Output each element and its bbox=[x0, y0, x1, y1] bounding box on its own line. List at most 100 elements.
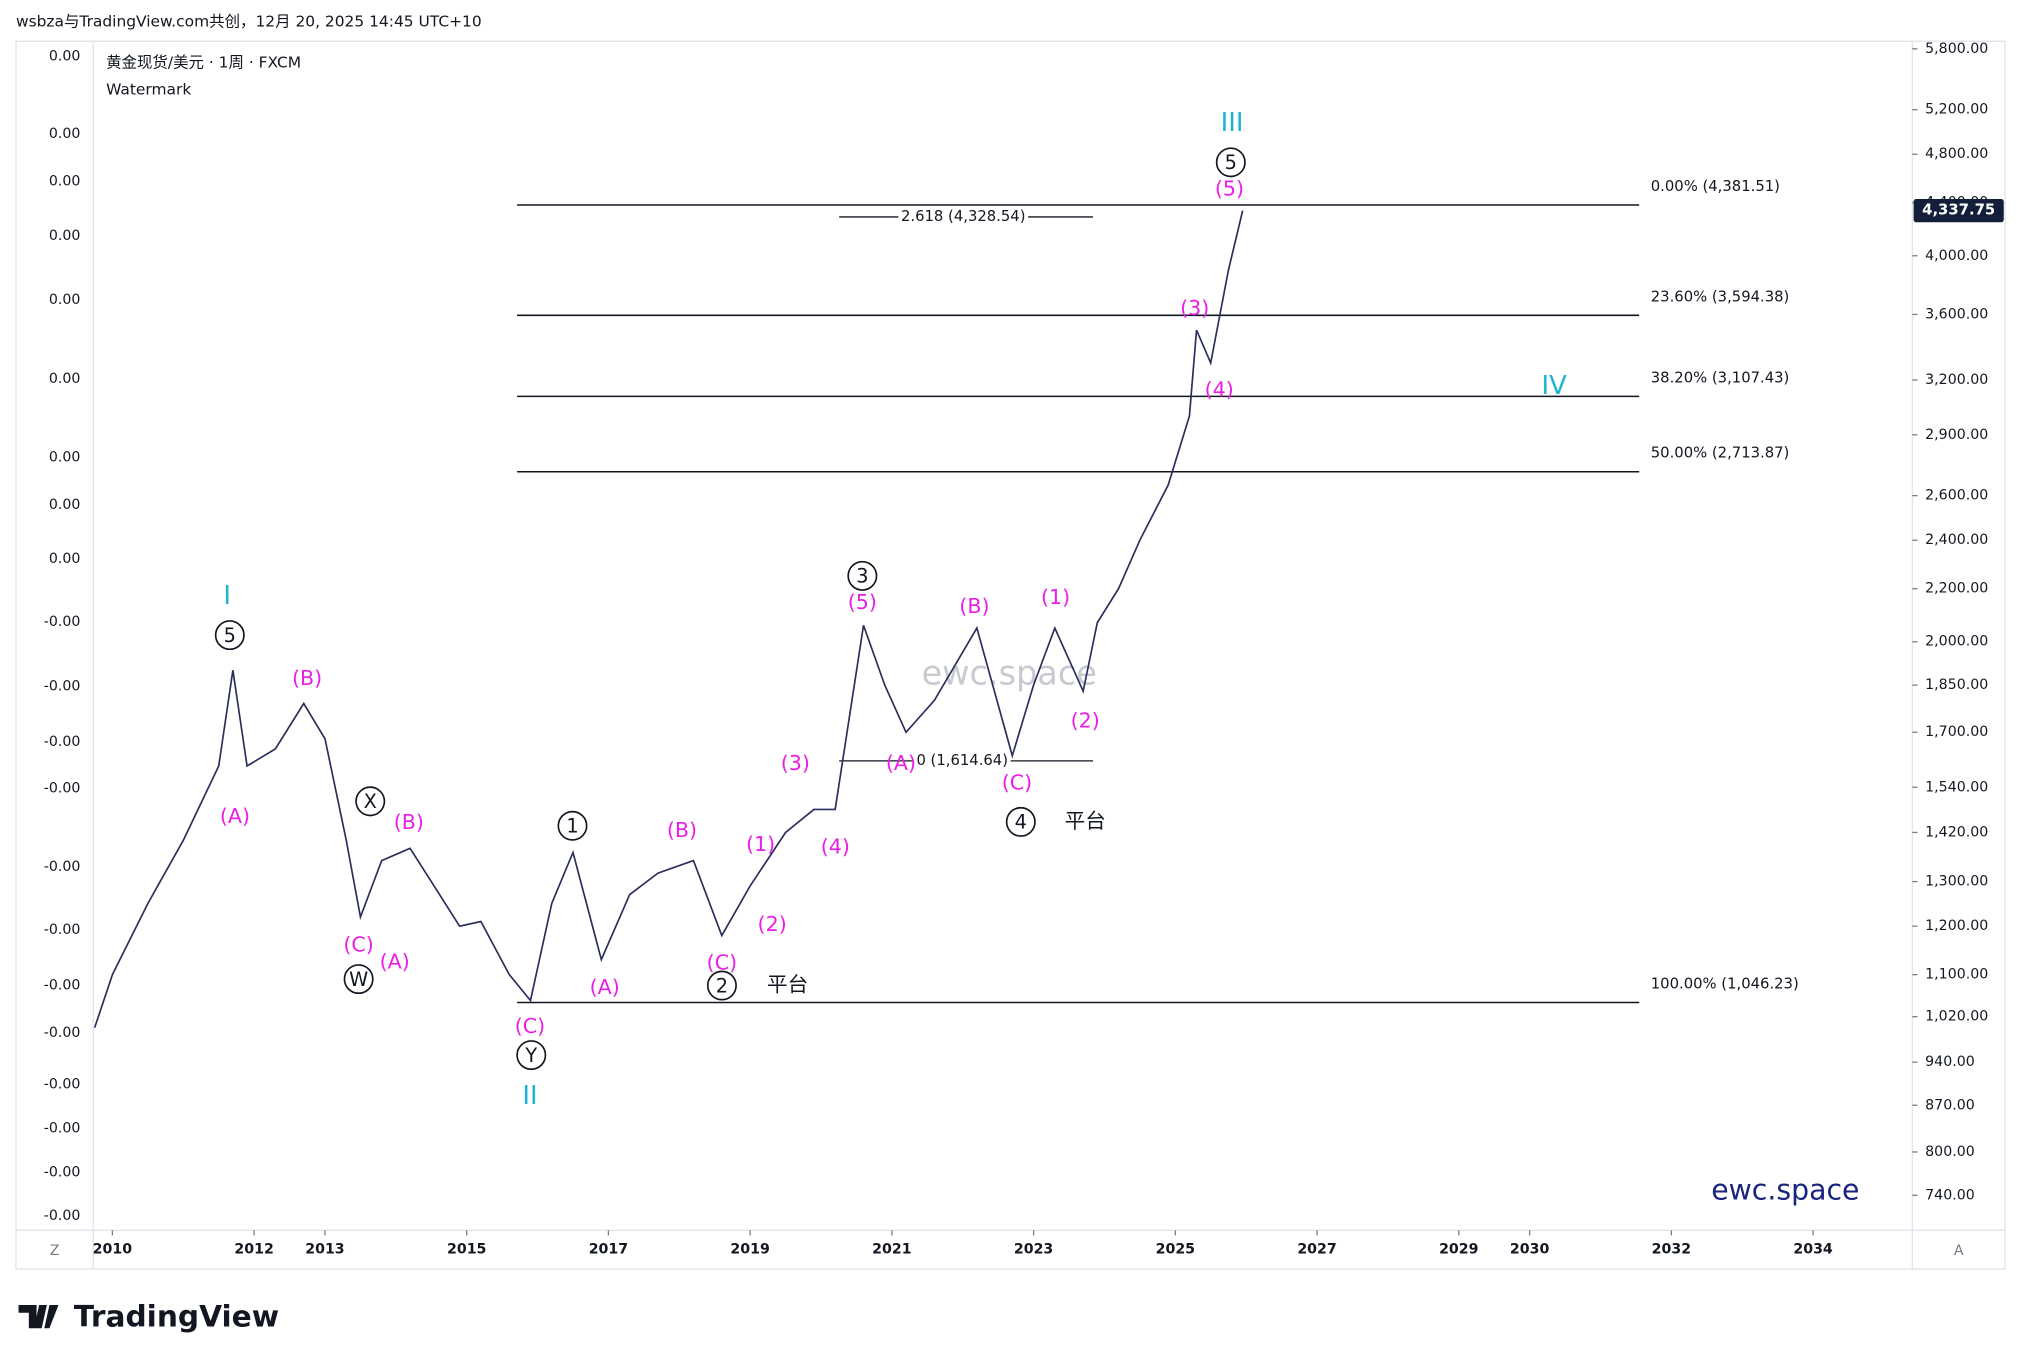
left-axis-label: -0.00 bbox=[44, 1025, 81, 1041]
wave-label: (3) bbox=[1180, 296, 1209, 320]
x-tick-label: 2010 bbox=[93, 1242, 133, 1258]
watermark: ewc.space bbox=[922, 654, 1097, 693]
y-tick-label: 3,200.00 bbox=[1925, 372, 1988, 388]
y-tick-label: 1,540.00 bbox=[1925, 779, 1988, 795]
x-tick-label: 2021 bbox=[872, 1242, 911, 1258]
fib-label: 38.20% (3,107.43) bbox=[1651, 369, 1790, 386]
left-axis-label: -0.00 bbox=[44, 1208, 81, 1224]
wave-label: (4) bbox=[821, 835, 850, 859]
left-axis-label: 0.00 bbox=[49, 449, 81, 465]
y-tick-label: 1,100.00 bbox=[1925, 967, 1988, 983]
y-tick-label: 870.00 bbox=[1925, 1097, 1975, 1113]
left-axis-label: 0.00 bbox=[49, 174, 81, 190]
wave-label: 5 bbox=[224, 624, 236, 647]
wave-circle bbox=[1215, 147, 1246, 178]
y-tick-label: 3,600.00 bbox=[1925, 306, 1988, 322]
wave-label: (2) bbox=[758, 912, 787, 936]
x-tick-label: 2012 bbox=[234, 1242, 273, 1258]
wave-circle bbox=[355, 786, 386, 817]
price-line bbox=[93, 210, 1244, 1028]
brand: ewc.space bbox=[1711, 1174, 1859, 1207]
scale-button[interactable]: Z bbox=[50, 1243, 60, 1259]
wave-label: (5) bbox=[848, 590, 877, 614]
left-axis-label: -0.00 bbox=[44, 679, 81, 695]
y-tick-label: 740.00 bbox=[1925, 1187, 1975, 1203]
extension-label: 2.618 (4,328.54) bbox=[901, 208, 1026, 225]
fib-label: 50.00% (2,713.87) bbox=[1651, 445, 1790, 462]
left-axis-label: 0.00 bbox=[49, 228, 81, 244]
wave-label: (A) bbox=[220, 804, 250, 828]
left-axis-label: -0.00 bbox=[44, 734, 81, 750]
y-tick-label: 2,600.00 bbox=[1925, 488, 1988, 504]
wave-label: 5 bbox=[1225, 151, 1237, 174]
left-axis-label: -0.00 bbox=[44, 614, 81, 630]
left-axis-label: -0.00 bbox=[44, 1121, 81, 1137]
wave-label: (5) bbox=[1215, 176, 1244, 200]
y-tick-label: 1,700.00 bbox=[1925, 724, 1988, 740]
y-tick-label: 1,300.00 bbox=[1925, 874, 1988, 890]
wave-label: 3 bbox=[856, 565, 868, 588]
y-tick-label: 1,850.00 bbox=[1925, 677, 1988, 693]
extension-label: 0 (1,614.64) bbox=[916, 752, 1008, 769]
wave-label: (C) bbox=[343, 933, 373, 957]
label-bg bbox=[898, 207, 1029, 225]
y-tick-label: 4,000.00 bbox=[1925, 248, 1988, 264]
last-price-label: 4,337.75 bbox=[1922, 202, 1995, 219]
x-tick-label: 2017 bbox=[589, 1242, 628, 1258]
wave-label: (B) bbox=[292, 666, 322, 690]
credit: wsbza与TradingView.com共创，12月 20, 2025 14:… bbox=[16, 12, 482, 30]
left-axis-label: 0.00 bbox=[49, 49, 81, 65]
y-tick-label: 2,000.00 bbox=[1925, 634, 1988, 650]
left-axis-label: 0.00 bbox=[49, 497, 81, 513]
wave-circle bbox=[847, 560, 878, 591]
logo: TradingView bbox=[74, 1298, 279, 1333]
wave-label: (B) bbox=[667, 818, 697, 842]
wave-label: (1) bbox=[746, 832, 775, 856]
wave-label: (3) bbox=[781, 751, 810, 775]
left-axis-label: 0.00 bbox=[49, 126, 81, 142]
x-tick-label: 2025 bbox=[1156, 1242, 1195, 1258]
x-tick-label: 2027 bbox=[1297, 1242, 1336, 1258]
wave-label: (C) bbox=[515, 1014, 545, 1038]
left-axis-label: -0.00 bbox=[44, 922, 81, 938]
wave-label: (4) bbox=[1205, 377, 1234, 401]
wave-label: (A) bbox=[590, 975, 620, 999]
chart-subtitle: Watermark bbox=[106, 81, 191, 99]
left-axis-label: -0.00 bbox=[44, 780, 81, 796]
left-axis-label: 0.00 bbox=[49, 371, 81, 387]
frame bbox=[15, 40, 2006, 1270]
left-axis-label: -0.00 bbox=[44, 1164, 81, 1180]
label-bg bbox=[913, 751, 1011, 769]
x-tick-label: 2023 bbox=[1014, 1242, 1053, 1258]
wave-circle bbox=[1005, 806, 1036, 837]
left-axis-label: 0.00 bbox=[49, 292, 81, 308]
fib-label: 100.00% (1,046.23) bbox=[1651, 976, 1799, 993]
x-tick-label: 2030 bbox=[1510, 1242, 1550, 1258]
wave-label: X bbox=[364, 790, 377, 813]
wave-circle bbox=[557, 810, 588, 841]
wave-label: (A) bbox=[886, 751, 916, 775]
wave-label: I bbox=[223, 581, 231, 611]
x-tick-label: 2015 bbox=[447, 1242, 486, 1258]
x-tick-label: 2019 bbox=[730, 1242, 769, 1258]
x-tick-label: 2034 bbox=[1793, 1242, 1833, 1258]
wave-circle bbox=[214, 620, 245, 651]
fib-label: 0.00% (4,381.51) bbox=[1651, 178, 1780, 195]
last-price-badge bbox=[1913, 199, 2004, 223]
y-tick-label: 1,420.00 bbox=[1925, 824, 1988, 840]
wave-label: (C) bbox=[1002, 770, 1032, 794]
wave-label: (1) bbox=[1041, 585, 1070, 609]
x-tick-label: 2013 bbox=[305, 1242, 344, 1258]
wave-label: 平台 bbox=[767, 973, 808, 997]
wave-label: II bbox=[522, 1081, 537, 1111]
wave-circle bbox=[706, 970, 737, 1001]
x-tick-label: 2029 bbox=[1439, 1242, 1478, 1258]
wave-label: 2 bbox=[716, 974, 728, 997]
wave-label: 1 bbox=[566, 815, 578, 838]
scale-button[interactable]: A bbox=[1954, 1243, 1964, 1259]
y-tick-label: 2,200.00 bbox=[1925, 581, 1988, 597]
wave-label: III bbox=[1221, 108, 1244, 138]
wave-label: 平台 bbox=[1065, 809, 1106, 833]
